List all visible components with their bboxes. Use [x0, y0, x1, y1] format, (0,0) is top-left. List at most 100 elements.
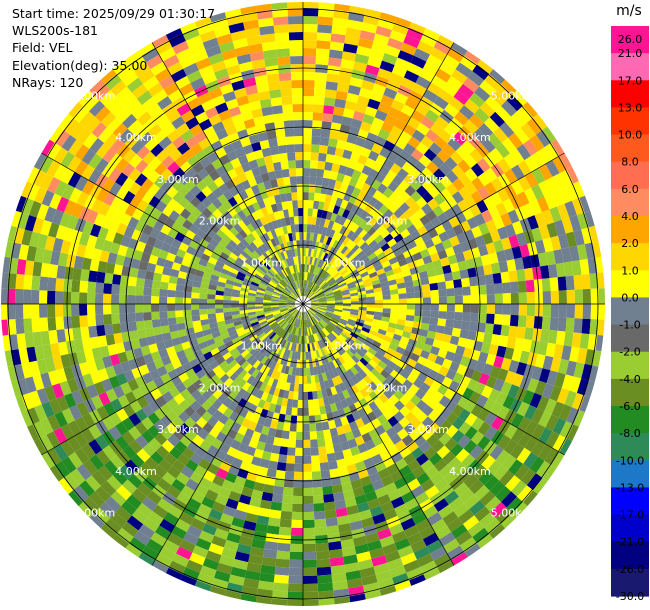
gate-cell [378, 204, 389, 215]
gate-cell [481, 138, 496, 153]
gate-cell [345, 201, 354, 212]
gate-cell [387, 415, 399, 427]
gate-cell [318, 8, 334, 18]
gate-cell [429, 282, 439, 291]
gate-cell [540, 329, 550, 343]
gate-cell [552, 173, 567, 191]
gate-cell [490, 90, 507, 106]
gate-cell [318, 225, 324, 235]
gate-cell [474, 235, 486, 248]
gate-cell [390, 369, 401, 380]
gate-cell [340, 332, 349, 340]
gate-cell [393, 351, 403, 360]
gate-cell [307, 281, 312, 290]
gate-cell [331, 270, 339, 278]
gate-cell [463, 229, 475, 241]
gate-cell [306, 280, 310, 289]
gate-cell [520, 122, 536, 140]
gate-cell [526, 473, 543, 491]
gate-cell [407, 136, 421, 149]
gate-cell [393, 207, 405, 219]
gate-cell [358, 297, 367, 302]
gate-cell [488, 205, 501, 220]
gate-cell [316, 209, 323, 218]
gate-cell [338, 345, 346, 354]
gate-cell [571, 197, 585, 215]
gate-cell [469, 148, 484, 163]
gate-cell [508, 325, 518, 338]
gate-cell [402, 379, 413, 390]
gate-cell [303, 288, 306, 297]
gate-cell [394, 400, 405, 411]
gate-cell [335, 223, 343, 233]
gate-cell [389, 30, 407, 43]
gate-cell [341, 116, 353, 127]
gate-cell [402, 349, 413, 359]
gate-cell [353, 352, 363, 361]
gate-cell [573, 410, 585, 427]
gate-cell [438, 200, 451, 213]
gate-cell [341, 291, 350, 296]
gate-cell [542, 209, 555, 225]
gate-cell [485, 375, 498, 389]
gate-cell [367, 267, 377, 275]
gate-cell [333, 250, 341, 259]
gate-cell [341, 314, 350, 319]
gate-cell [489, 524, 506, 539]
gate-cell [412, 251, 423, 261]
gate-cell [387, 360, 397, 370]
gate-cell [368, 271, 378, 279]
gate-cell [383, 208, 394, 220]
gate-cell [438, 311, 447, 320]
gate-cell [524, 404, 537, 421]
gate-cell [331, 25, 347, 36]
gate-cell [451, 164, 465, 179]
gate-cell [350, 151, 361, 163]
gate-cell [451, 42, 468, 56]
gate-cell [413, 48, 431, 62]
gate-cell [309, 308, 317, 314]
gate-cell [527, 215, 539, 230]
gate-cell [351, 329, 360, 336]
gate-cell [397, 314, 407, 321]
gate-cell [326, 73, 340, 83]
gate-cell [566, 304, 575, 319]
gate-cell [511, 348, 523, 362]
gate-cell [477, 172, 491, 187]
gate-cell [358, 306, 367, 311]
gate-cell [318, 299, 327, 302]
gate-cell [372, 377, 383, 388]
gate-cell [551, 401, 565, 418]
gate-cell [501, 513, 517, 529]
gate-cell [333, 260, 341, 269]
gate-cell [358, 87, 373, 99]
gate-cell [310, 299, 319, 303]
gate-cell [398, 258, 408, 267]
gate-cell [522, 255, 533, 269]
gate-cell [408, 213, 420, 225]
gate-cell [517, 105, 533, 123]
gate-cell [365, 336, 375, 344]
gate-cell [305, 240, 310, 249]
gate-cell [410, 190, 422, 203]
gate-cell [470, 404, 484, 418]
gate-cell [549, 206, 562, 223]
gate-cell [303, 7, 319, 17]
gate-cell [455, 345, 466, 356]
gate-cell [310, 301, 319, 304]
gate-cell [322, 285, 330, 291]
gate-cell [387, 181, 399, 193]
gate-cell [469, 204, 482, 217]
gate-cell [364, 285, 374, 291]
gate-cell [579, 395, 591, 413]
gate-cell [492, 324, 502, 336]
gate-cell [443, 54, 460, 70]
gate-cell [574, 304, 583, 319]
gate-cell [445, 170, 459, 184]
gate-cell [413, 378, 424, 389]
gate-cell [455, 62, 473, 78]
gate-cell [536, 395, 550, 412]
gate-cell [362, 323, 372, 330]
gate-cell [393, 248, 403, 257]
gate-cell [332, 205, 341, 215]
